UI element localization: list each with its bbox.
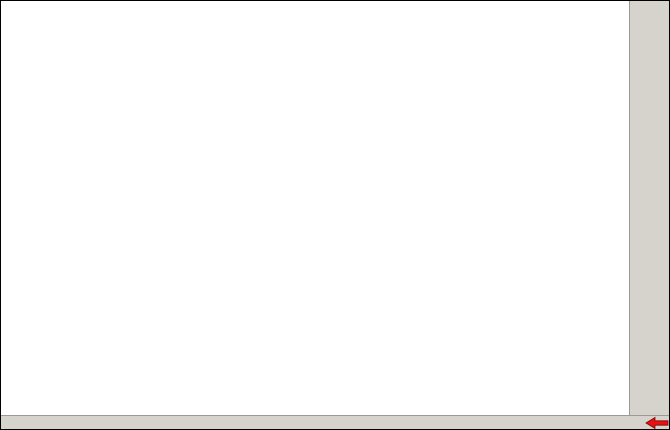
cot-legend	[616, 257, 625, 275]
y-axis-gutter	[629, 1, 669, 415]
scroll-left-arrow-icon[interactable]	[643, 416, 669, 430]
x-axis-gutter	[1, 415, 669, 429]
